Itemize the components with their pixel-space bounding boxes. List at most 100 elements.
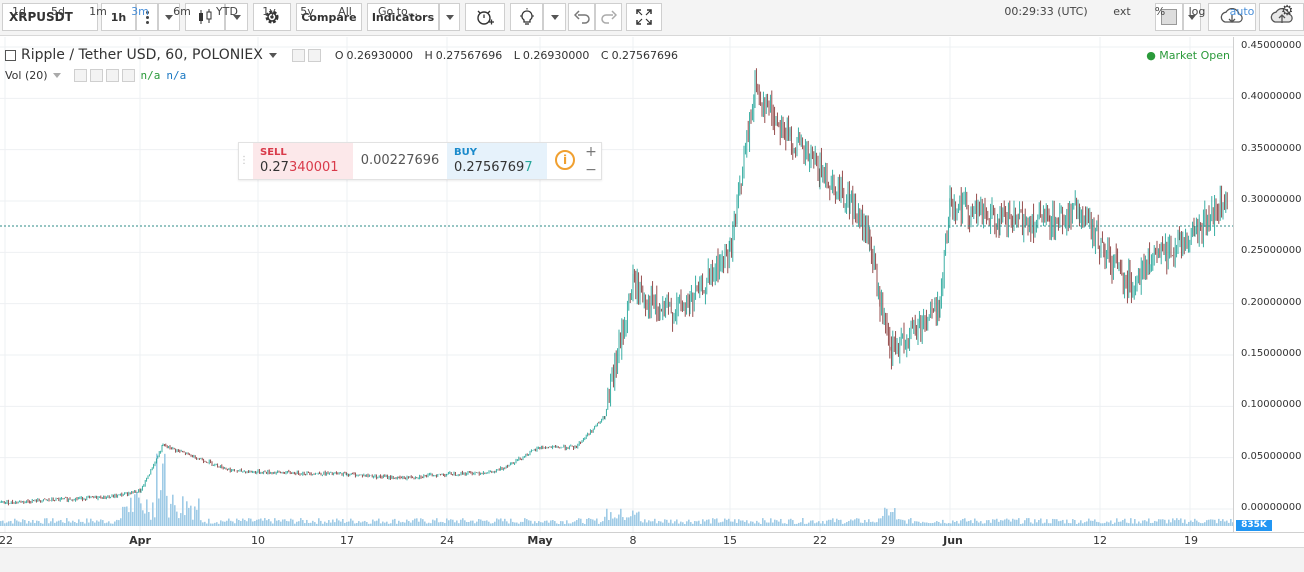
eye-icon[interactable]	[291, 48, 305, 62]
buy-button[interactable]: BUY 0.27567697	[447, 143, 547, 179]
volume-bar	[160, 490, 162, 526]
range-button-all[interactable]: All	[338, 5, 352, 18]
percent-toggle[interactable]: %	[1154, 5, 1166, 18]
volume-bar	[938, 521, 940, 526]
time-axis[interactable]	[0, 532, 1304, 548]
time-axis-tick: 22	[0, 534, 13, 547]
range-button-5d[interactable]: 5d	[51, 5, 65, 18]
gear-icon[interactable]: ⚙	[1280, 3, 1294, 19]
fullscreen-button[interactable]	[626, 3, 662, 31]
volume-bar	[138, 497, 140, 526]
chevron-down-icon[interactable]	[52, 73, 61, 78]
volume-bar	[842, 523, 844, 526]
range-button-1d[interactable]: 1d	[12, 5, 26, 18]
volume-bar	[98, 521, 100, 526]
volume-bar	[182, 496, 184, 526]
save-chart-button[interactable]	[1259, 3, 1304, 31]
chart-style-button[interactable]	[185, 3, 225, 31]
volume-bar	[1056, 519, 1058, 526]
close-icon[interactable]	[121, 69, 135, 82]
volume-bar	[696, 521, 698, 526]
symbol-input[interactable]: XRPUSDT	[2, 3, 98, 31]
volume-bar	[606, 508, 608, 526]
alert-button[interactable]	[465, 3, 505, 31]
volume-bar	[588, 518, 590, 526]
ideas-button[interactable]	[510, 3, 543, 31]
volume-bar	[1150, 522, 1152, 526]
redo-button[interactable]	[595, 3, 622, 31]
volume-bar	[328, 520, 330, 526]
volume-bar	[108, 521, 110, 526]
goto-button[interactable]: Go to...	[377, 5, 419, 18]
volume-bar	[1060, 520, 1062, 526]
compare-button[interactable]: Compare	[296, 3, 362, 31]
volume-bar	[1202, 523, 1204, 526]
volume-bar	[218, 523, 220, 526]
eye-icon[interactable]	[73, 69, 87, 82]
indicators-dropdown[interactable]	[439, 3, 460, 31]
load-chart-button[interactable]	[1208, 3, 1256, 31]
sell-price: 0.27340001	[260, 160, 339, 175]
settings-button[interactable]	[253, 3, 291, 31]
volume-bar	[380, 523, 382, 526]
info-icon[interactable]: i	[555, 150, 575, 170]
price-chart[interactable]	[0, 37, 1233, 532]
chevron-down-icon[interactable]	[268, 52, 277, 58]
volume-bar	[1172, 518, 1174, 526]
interval-button[interactable]: 1h	[101, 3, 136, 31]
volume-bar	[430, 523, 432, 526]
volume-bar	[200, 520, 202, 526]
volume-bar	[156, 453, 158, 526]
volume-bar	[1224, 521, 1226, 526]
sell-price-main: 0.27	[260, 160, 289, 175]
range-button-6m[interactable]: 6m	[173, 5, 191, 18]
volume-bar	[1186, 523, 1188, 526]
volume-bar	[1062, 519, 1064, 526]
auto-toggle[interactable]: auto	[1229, 5, 1255, 18]
volume-bar	[1032, 523, 1034, 526]
layout-button[interactable]	[1155, 3, 1183, 31]
log-toggle[interactable]: log	[1188, 5, 1206, 18]
volume-bar	[868, 519, 870, 526]
sell-button[interactable]: SELL 0.27340001	[253, 143, 353, 179]
volume-bar	[70, 522, 72, 526]
volume-bar	[1072, 519, 1074, 526]
volume-bar	[402, 521, 404, 526]
indicators-button[interactable]: Indicators	[367, 3, 439, 31]
volume-bar	[616, 518, 618, 526]
volume-bar	[1222, 519, 1224, 526]
volume-bar	[600, 522, 602, 526]
range-button-ytd[interactable]: YTD	[216, 5, 238, 18]
ideas-dropdown[interactable]	[543, 3, 566, 31]
range-button-1m[interactable]: 1m	[89, 5, 107, 18]
volume-bar	[956, 520, 958, 526]
volume-bar	[924, 522, 926, 526]
undo-button[interactable]	[568, 3, 595, 31]
volume-bar	[1094, 519, 1096, 526]
range-button-3m[interactable]: 3m	[131, 5, 149, 18]
volume-bar	[530, 520, 532, 526]
settings-icon[interactable]	[307, 48, 321, 62]
volume-bar	[162, 463, 164, 526]
increase-button[interactable]: +	[585, 144, 597, 160]
volume-bar	[1126, 522, 1128, 526]
plus-icon[interactable]	[105, 69, 119, 82]
range-button-1y[interactable]: 1y	[262, 5, 276, 18]
volume-bar	[130, 497, 132, 526]
volume-bar	[154, 517, 156, 526]
interval-dropdown-button[interactable]	[158, 3, 180, 31]
decrease-button[interactable]: −	[585, 162, 597, 178]
volume-bar	[192, 519, 194, 526]
settings-icon[interactable]	[89, 69, 103, 82]
interval-menu-button[interactable]	[136, 3, 158, 31]
range-button-5y[interactable]: 5y	[300, 5, 314, 18]
collapse-legend-icon[interactable]	[5, 49, 16, 61]
volume-bar	[964, 518, 966, 526]
layout-dropdown[interactable]	[1183, 3, 1201, 31]
drag-handle-icon[interactable]: ⋮⋮	[239, 155, 259, 166]
sell-label: SELL	[260, 147, 287, 158]
ext-toggle[interactable]: ext	[1113, 5, 1131, 18]
volume-bar	[492, 523, 494, 526]
chart-style-dropdown[interactable]	[225, 3, 248, 31]
price-axis[interactable]	[1233, 37, 1304, 532]
